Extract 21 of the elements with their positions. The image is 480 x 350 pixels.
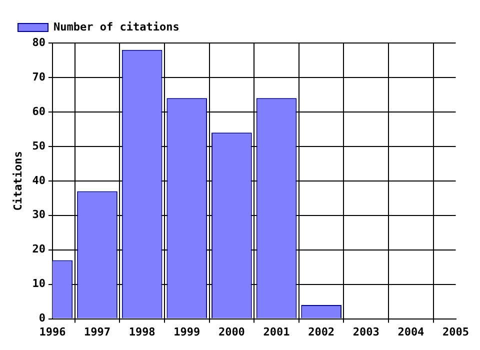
x-tick-label: 1998 (128, 325, 156, 338)
x-tick-label: 2004 (398, 325, 425, 338)
y-tick-label: 20 (32, 242, 46, 256)
y-tick-label: 70 (32, 70, 46, 84)
y-tick-label: 30 (32, 208, 46, 222)
x-tick-label: 1997 (84, 325, 111, 338)
x-tick-label: 2002 (308, 325, 335, 338)
y-tick-label: 40 (32, 174, 46, 187)
x-tick-label: 2000 (218, 325, 245, 338)
y-tick-label: 10 (32, 277, 46, 290)
y-axis-title: Citations (11, 151, 24, 211)
x-tick-label: 1999 (174, 325, 200, 338)
x-tick-label: 2001 (263, 325, 290, 338)
y-tick-label: 0 (38, 312, 46, 325)
x-tick-label: 2003 (352, 325, 380, 338)
x-tick-label: 1996 (39, 325, 66, 338)
y-tick-label: 80 (32, 36, 46, 49)
y-tick-label: 60 (32, 104, 46, 118)
x-tick-label: 2005 (442, 325, 470, 338)
y-tick-label: 50 (32, 139, 46, 152)
legend-label: Number of citations (54, 20, 180, 34)
